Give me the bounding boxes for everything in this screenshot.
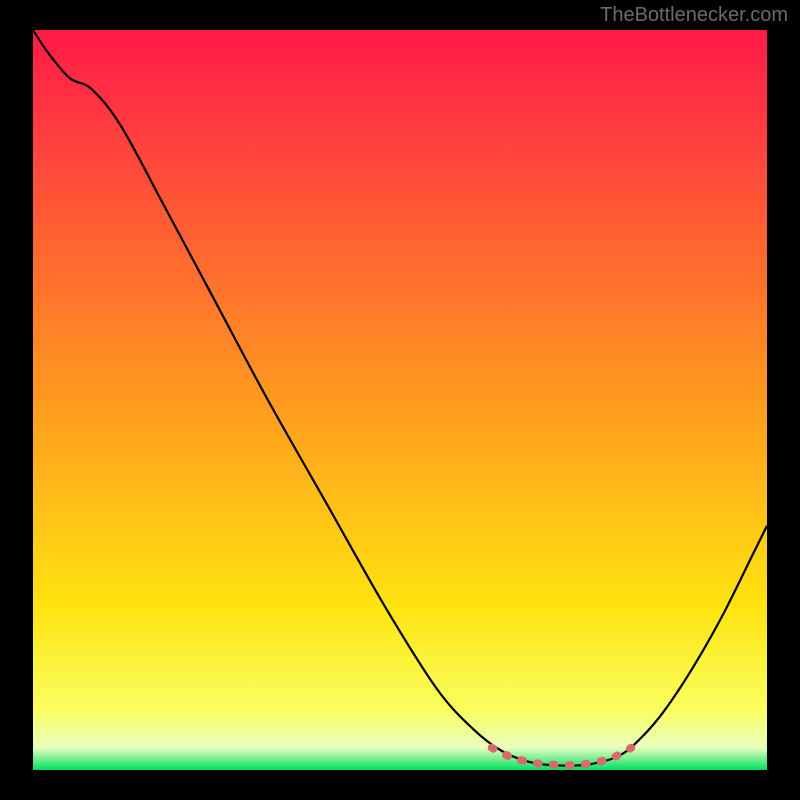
main-curve bbox=[33, 30, 767, 766]
curve-svg bbox=[33, 30, 767, 770]
gradient-plot-area bbox=[33, 30, 767, 770]
attribution-label: TheBottlenecker.com bbox=[600, 4, 788, 27]
